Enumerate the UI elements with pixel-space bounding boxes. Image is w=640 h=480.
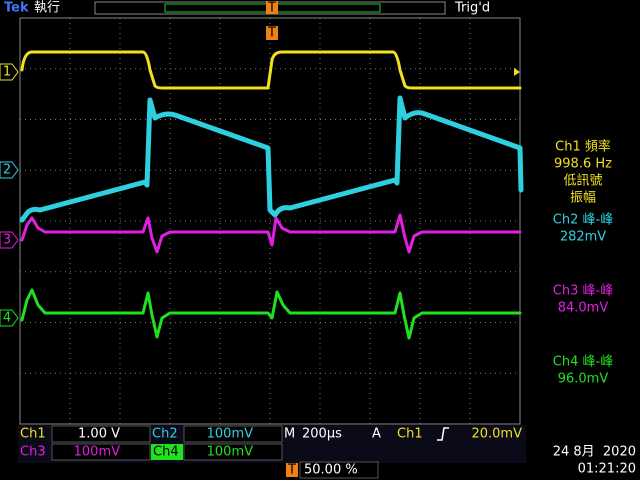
ch2-marker [0,161,19,179]
ch4-name-box [151,444,183,460]
ch4-scale-box [183,443,283,461]
measurement-value: 84.0mV [558,301,609,316]
ch2-name: Ch2 [152,427,178,442]
ch1-name: Ch1 [20,427,46,442]
ch3-marker [0,231,19,249]
run-status: 執行 [34,0,60,16]
timebase-prefix: M [284,427,295,442]
settings-bar: Ch1 1.00 V Ch2 100mV M 200µs A Ch1 20.0m… [18,425,636,479]
trigger-level: 20.0mV [471,427,522,442]
ch3-scale-box [51,443,151,461]
trigger-marker: T [267,26,276,41]
ch3-name: Ch3 [20,445,46,460]
channel-markers: 1 2 3 4 [0,63,19,327]
trigger-position [266,26,278,40]
ch2-scale: 100mV [207,427,253,442]
ch4-scale: 100mV [207,445,253,460]
trigger-marker-top: T [267,1,276,16]
trigger-state: Trig'd [454,1,490,16]
ch1-marker-label: 1 [3,65,11,80]
ch2-scale-box [183,425,283,443]
position: 50.00 % [304,463,358,478]
measurement-label: Ch4 峰-峰 [553,355,613,370]
measurement-value: 998.6 Hz [554,157,612,172]
trigger-slope [437,427,449,441]
measurement-label: Ch2 峰-峰 [553,213,613,228]
ch4-name: Ch4 [153,445,179,460]
measurement-label: Ch1 頻率 [555,139,611,155]
position-icon [286,463,298,477]
ch3-marker-label: 3 [3,233,11,248]
trigger-position-top [266,1,278,14]
measurement-note: 低訊號 [563,174,602,189]
ch1-scale-box [51,425,151,443]
measurements: Ch1 頻率 998.6 Hz 低訊號 振幅 Ch2 峰-峰 282mV Ch3… [553,139,613,387]
ch4-waveform [20,288,522,340]
ch1-marker [0,63,19,81]
ch3-waveform [20,213,522,254]
date: 24 8月 2020 [553,445,636,460]
ch1-scale: 1.00 V [78,427,120,442]
ch3-scale: 100mV [74,445,120,460]
brand: Tek [4,1,29,16]
ch2-marker-label: 2 [3,163,11,178]
measurement-note: 振幅 [570,191,596,206]
position-marker: T [287,463,296,478]
measurement-label: Ch3 峰-峰 [553,284,613,299]
trigger-level-marker [514,68,520,76]
ch1-waveform [20,50,522,90]
timebase: 200µs [302,427,342,442]
ch4-marker-label: 4 [3,311,11,326]
position-box [299,461,379,479]
ch4-marker [0,309,19,327]
trigger-source: Ch1 [397,427,423,442]
trigger-prefix: A [372,427,381,442]
measurement-value: 96.0mV [558,372,609,387]
measurement-value: 282mV [560,230,606,245]
time: 01:21:20 [578,462,636,477]
ch2-waveform [19,95,524,223]
